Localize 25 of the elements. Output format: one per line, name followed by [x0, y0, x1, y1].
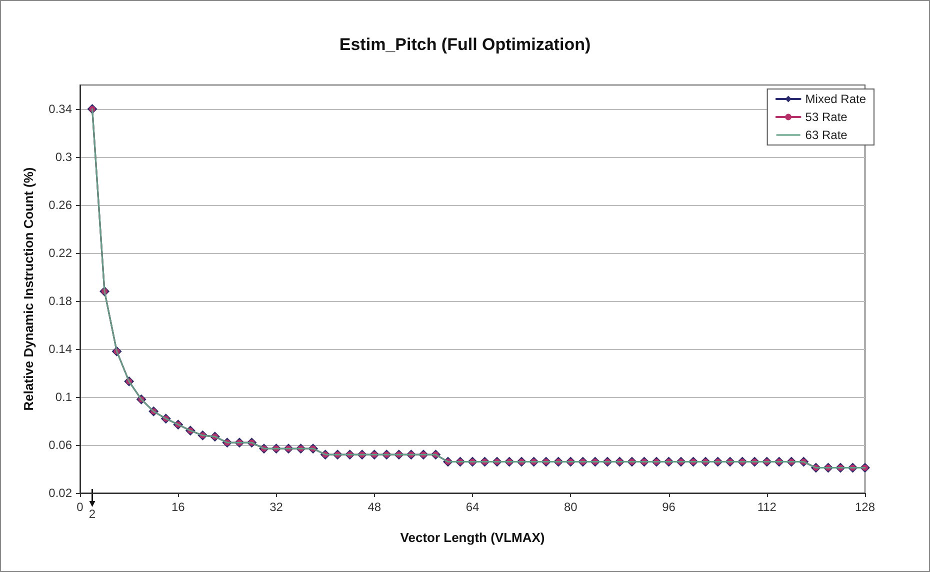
legend-label: 63 Rate: [805, 128, 848, 142]
legend-label: 53 Rate: [805, 110, 848, 124]
y-tick-label: 0.26: [48, 198, 72, 212]
text: 2: [88, 507, 96, 521]
y-tick-label: 0.06: [48, 438, 72, 452]
y-axis-title: Relative Dynamic Instruction Count (%): [21, 167, 36, 411]
x-tick-label: 80: [564, 500, 578, 514]
y-tick-label: 0.34: [48, 102, 72, 116]
x-tick-label: 128: [854, 500, 876, 514]
x-tick-label: 64: [466, 500, 480, 514]
y-tick-label: 0.18: [48, 294, 72, 308]
y-tick-label: 0.1: [55, 390, 72, 404]
legend-label: Mixed Rate: [805, 92, 866, 106]
x-tick-label: 96: [662, 500, 676, 514]
x-tick-label: 32: [270, 500, 284, 514]
x-axis-title: Vector Length (VLMAX): [400, 530, 545, 545]
x-tick-label: 112: [757, 500, 777, 514]
y-tick-label: 0.14: [48, 342, 72, 356]
x-tick-label: 48: [368, 500, 382, 514]
y-tick-label: 0.3: [55, 150, 72, 164]
y-tick-label: 0.22: [48, 246, 72, 260]
chart-title: Estim_Pitch (Full Optimization): [339, 35, 591, 54]
x-tick-label: 16: [171, 500, 186, 514]
y-tick-label: 0.02: [48, 486, 72, 500]
x-tick-label: 0: [76, 500, 84, 514]
